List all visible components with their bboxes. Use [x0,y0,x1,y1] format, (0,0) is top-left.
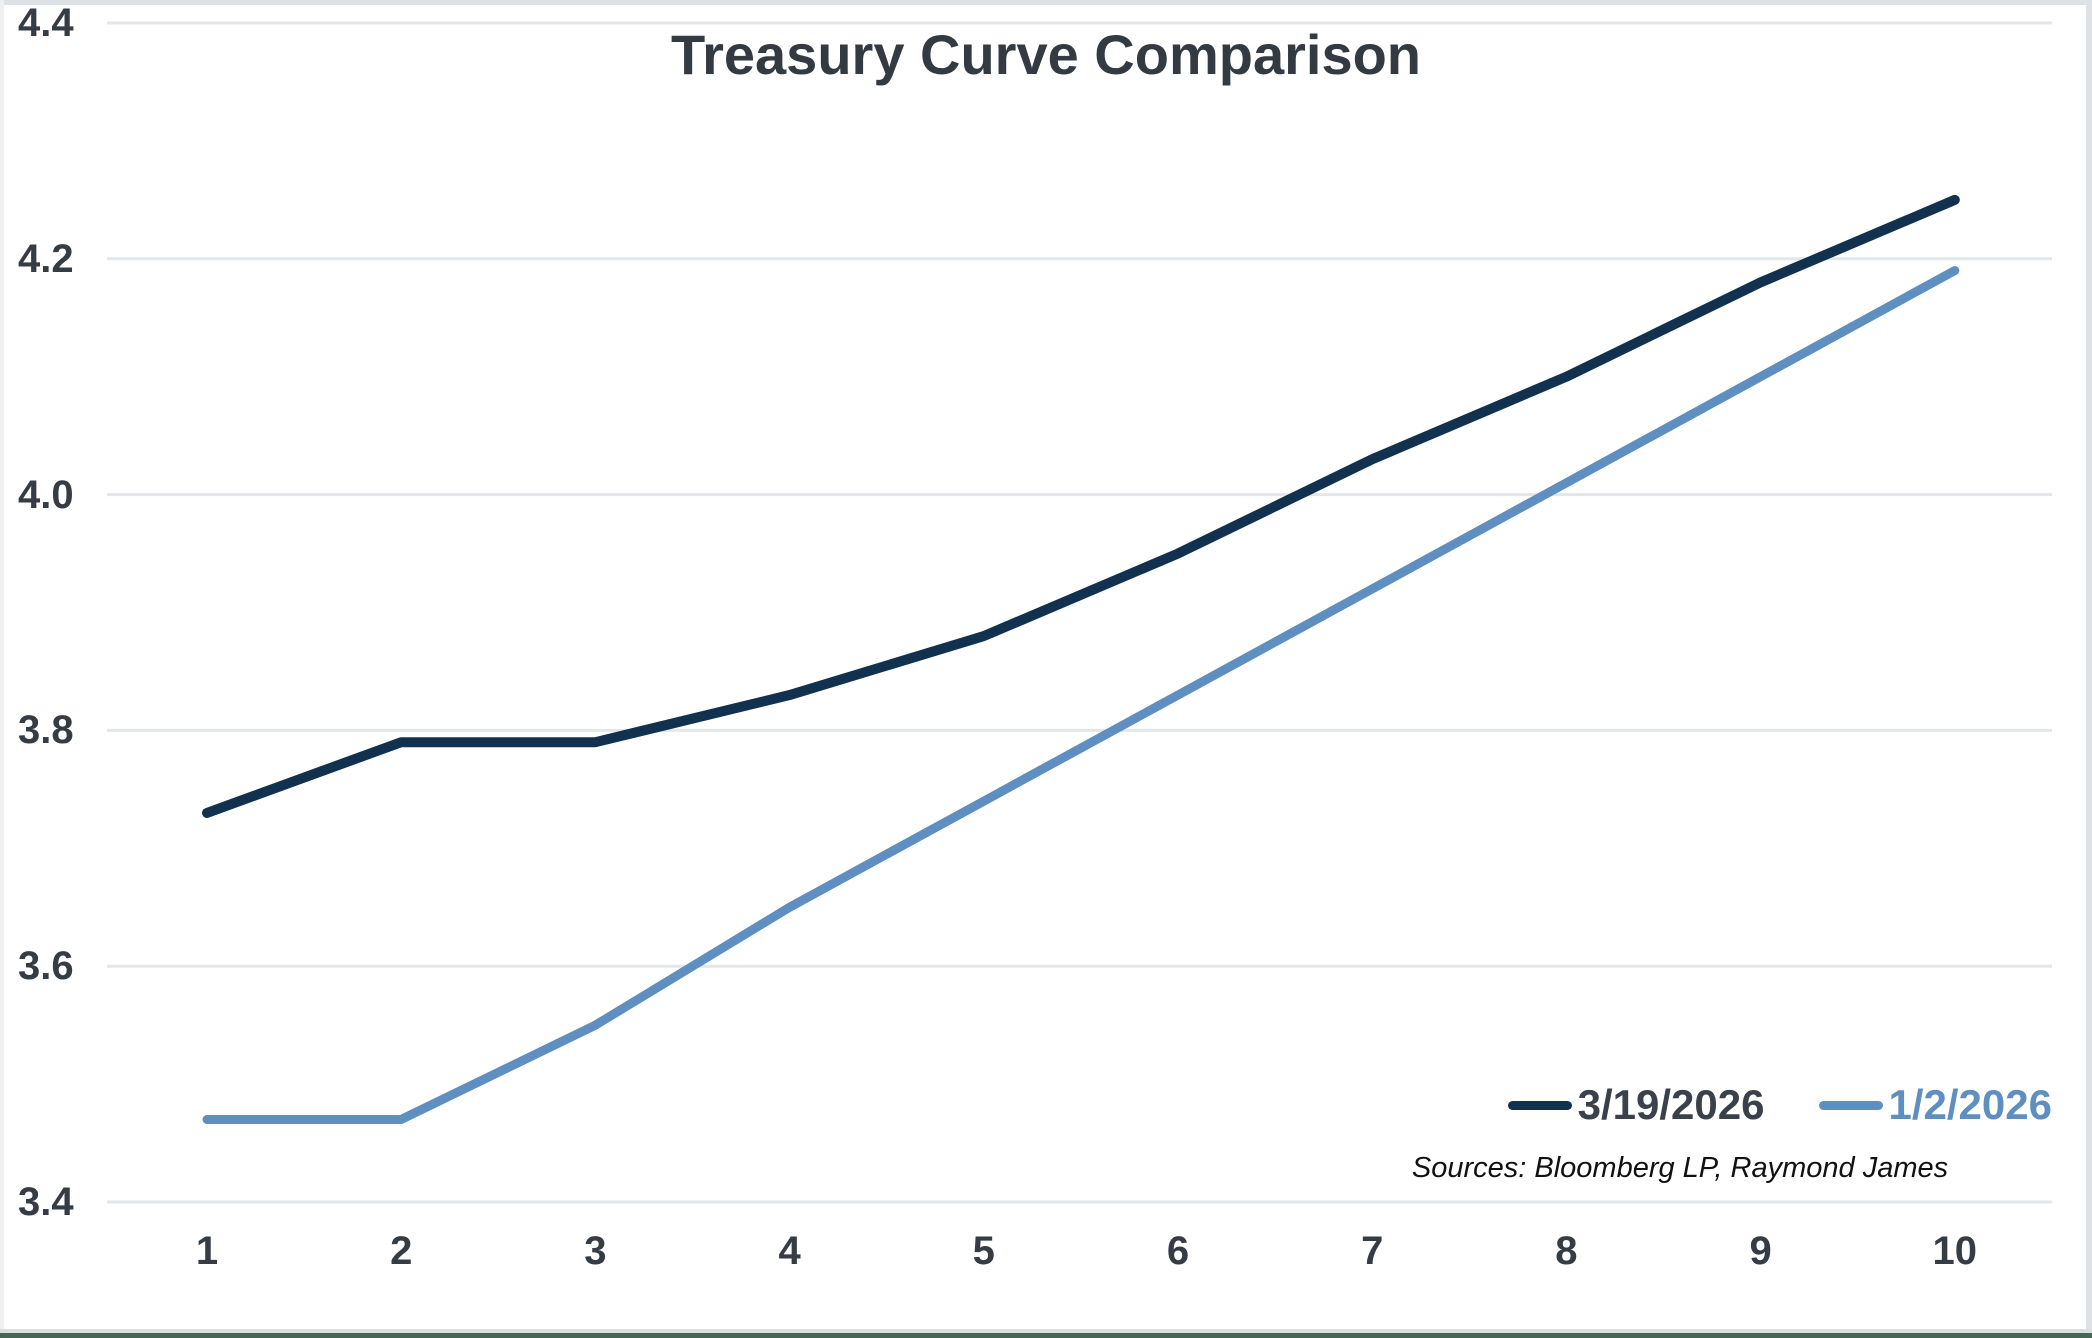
frame-top-border [0,0,2092,5]
x-axis-tick-label-4: 4 [778,1229,801,1273]
legend-label-series-2: 1/2/2026 [1888,1081,2053,1128]
y-axis-tick-label-3.8: 3.8 [18,708,74,753]
y-axis-tick-label-3.4: 3.4 [18,1180,74,1224]
frame-bottom-accent-bar [0,1333,2092,1338]
y-axis-tick-label-4.4: 4.4 [18,1,74,45]
y-axis-tick-label-3.6: 3.6 [18,944,74,989]
sources-note: Sources: Bloomberg LP, Raymond James [1411,1152,1949,1184]
legend-item-series-2: 1/2/2026 [1818,1081,2053,1129]
frame-left-border [0,0,4,1338]
legend-item-series-1: 3/19/2026 [1507,1081,1765,1129]
x-axis-tick-label-8: 8 [1555,1229,1578,1273]
x-axis-tick-label-5: 5 [972,1229,995,1273]
frame-right-border [2086,0,2092,1338]
legend-label-series-1: 3/19/2026 [1577,1081,1765,1128]
series-line-3-19-2026 [202,194,1960,818]
y-axis-tick-label-4.0: 4.0 [18,472,74,517]
x-axis-tick-label-10: 10 [1932,1229,1978,1273]
x-axis-tick-label-1: 1 [195,1229,219,1273]
series-line-1-2-2026 [202,266,1960,1124]
legend-line-swatch-dark [1507,1100,1572,1110]
frame-bottom-border [0,1329,2092,1333]
x-axis-tick-label-9: 9 [1749,1229,1772,1273]
x-axis-tick-label-2: 2 [390,1229,413,1273]
legend: 3/19/2026 1/2/2026 [1507,1080,2053,1130]
chart-title: Treasury Curve Comparison [670,23,1422,86]
y-axis-tick-label-4.2: 4.2 [18,236,74,281]
x-axis-tick-label-6: 6 [1166,1229,1190,1273]
legend-line-swatch-blue [1818,1100,1883,1110]
x-axis-tick-label-7: 7 [1361,1229,1384,1273]
x-axis-tick-label-3: 3 [584,1229,607,1273]
